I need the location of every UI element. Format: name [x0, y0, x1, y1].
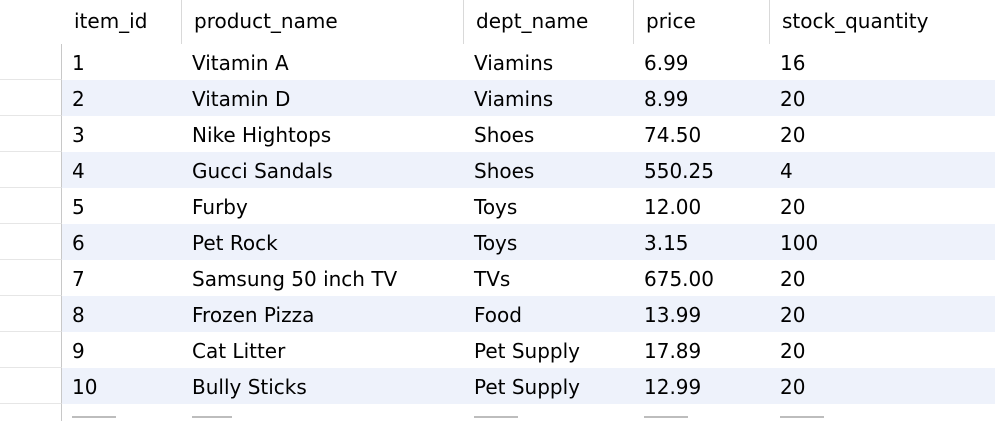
row-selector[interactable]	[0, 296, 62, 332]
cell-price[interactable]: 13.99	[644, 303, 702, 327]
cell-product-name[interactable]: Cat Litter	[192, 339, 286, 363]
cell-price[interactable]: 6.99	[644, 51, 689, 75]
cell-product-name[interactable]: Furby	[192, 195, 248, 219]
cell-product-name[interactable]: Nike Hightops	[192, 123, 332, 147]
column-header-stock-quantity[interactable]: stock_quantity	[782, 9, 929, 33]
table-row[interactable]: 8 Frozen Pizza Food 13.99 20	[0, 296, 995, 332]
cell-edge-mark	[192, 416, 232, 418]
cell-stock-quantity[interactable]: 100	[780, 231, 819, 255]
cell-product-name[interactable]: Vitamin D	[192, 87, 291, 111]
row-selector[interactable]	[0, 80, 62, 116]
cell-item-id[interactable]: 8	[72, 303, 85, 327]
cell-product-name[interactable]: Vitamin A	[192, 51, 289, 75]
row-selector[interactable]	[0, 368, 62, 404]
cell-price[interactable]: 12.00	[644, 195, 702, 219]
cell-dept-name[interactable]: Food	[474, 303, 522, 327]
cell-item-id[interactable]: 6	[72, 231, 85, 255]
table-row[interactable]: 4 Gucci Sandals Shoes 550.25 4	[0, 152, 995, 188]
table-row[interactable]: 5 Furby Toys 12.00 20	[0, 188, 995, 224]
table-row[interactable]: 1 Vitamin A Viamins 6.99 16	[0, 44, 995, 80]
cell-product-name[interactable]: Frozen Pizza	[192, 303, 315, 327]
row-selector[interactable]	[0, 260, 62, 296]
table-row[interactable]: 3 Nike Hightops Shoes 74.50 20	[0, 116, 995, 152]
column-header-product-name[interactable]: product_name	[182, 0, 464, 44]
cell-stock-quantity[interactable]: 20	[780, 267, 806, 291]
cell-edge-mark	[474, 416, 518, 418]
cell-product-name[interactable]: Gucci Sandals	[192, 159, 333, 183]
cell-item-id[interactable]: 9	[72, 339, 85, 363]
cell-item-id[interactable]: 2	[72, 87, 85, 111]
table-row[interactable]: 2 Vitamin D Viamins 8.99 20	[0, 80, 995, 116]
cell-price[interactable]: 8.99	[644, 87, 689, 111]
cell-dept-name[interactable]: TVs	[474, 267, 511, 291]
column-header-dept-name[interactable]: dept_name	[464, 0, 634, 44]
cell-stock-quantity[interactable]: 4	[780, 159, 793, 183]
cell-price[interactable]: 550.25	[644, 159, 714, 183]
cell-stock-quantity[interactable]: 20	[780, 303, 806, 327]
cell-item-id[interactable]: 3	[72, 123, 85, 147]
cell-stock-quantity[interactable]: 16	[780, 51, 806, 75]
cell-product-name[interactable]: Samsung 50 inch TV	[192, 267, 398, 291]
row-selector[interactable]	[0, 116, 62, 152]
cell-dept-name[interactable]: Viamins	[474, 87, 554, 111]
cell-price[interactable]: 17.89	[644, 339, 702, 363]
cell-dept-name[interactable]: Toys	[474, 231, 518, 255]
cell-stock-quantity[interactable]: 20	[780, 87, 806, 111]
cell-stock-quantity[interactable]: 20	[780, 339, 806, 363]
cell-dept-name[interactable]: Pet Supply	[474, 375, 581, 399]
row-selector[interactable]	[0, 332, 62, 368]
cell-price[interactable]: 675.00	[644, 267, 714, 291]
grid-header: item_id product_name dept_name price sto…	[0, 0, 995, 45]
cell-stock-quantity[interactable]: 20	[780, 195, 806, 219]
cell-edge-mark	[780, 416, 824, 418]
column-header-item-id[interactable]: item_id	[62, 0, 182, 44]
table-row[interactable]: 7 Samsung 50 inch TV TVs 675.00 20	[0, 260, 995, 296]
cell-product-name[interactable]: Bully Sticks	[192, 375, 307, 399]
cell-dept-name[interactable]: Shoes	[474, 123, 535, 147]
cell-dept-name[interactable]: Pet Supply	[474, 339, 581, 363]
cell-item-id[interactable]: 4	[72, 159, 85, 183]
table-row[interactable]: 9 Cat Litter Pet Supply 17.89 20	[0, 332, 995, 368]
cell-item-id[interactable]: 7	[72, 267, 85, 291]
row-selector[interactable]	[0, 188, 62, 224]
cell-item-id[interactable]: 10	[72, 375, 98, 399]
cell-price[interactable]: 12.99	[644, 375, 702, 399]
column-header-price[interactable]: price	[634, 0, 770, 44]
cell-product-name[interactable]: Pet Rock	[192, 231, 278, 255]
cell-stock-quantity[interactable]: 20	[780, 375, 806, 399]
row-selector[interactable]	[0, 152, 62, 188]
cell-dept-name[interactable]: Viamins	[474, 51, 554, 75]
row-selector[interactable]	[0, 44, 62, 80]
cell-item-id[interactable]: 5	[72, 195, 85, 219]
cell-price[interactable]: 74.50	[644, 123, 702, 147]
cell-item-id[interactable]: 1	[72, 51, 85, 75]
cell-dept-name[interactable]: Shoes	[474, 159, 535, 183]
table-row[interactable]: 6 Pet Rock Toys 3.15 100	[0, 224, 995, 260]
table-row[interactable]: 10 Bully Sticks Pet Supply 12.99 20	[0, 368, 995, 404]
cell-edge-mark	[72, 416, 116, 418]
cell-price[interactable]: 3.15	[644, 231, 689, 255]
cell-dept-name[interactable]: Toys	[474, 195, 518, 219]
cell-edge-mark	[644, 416, 688, 418]
cell-stock-quantity[interactable]: 20	[780, 123, 806, 147]
row-selector[interactable]	[0, 224, 62, 260]
